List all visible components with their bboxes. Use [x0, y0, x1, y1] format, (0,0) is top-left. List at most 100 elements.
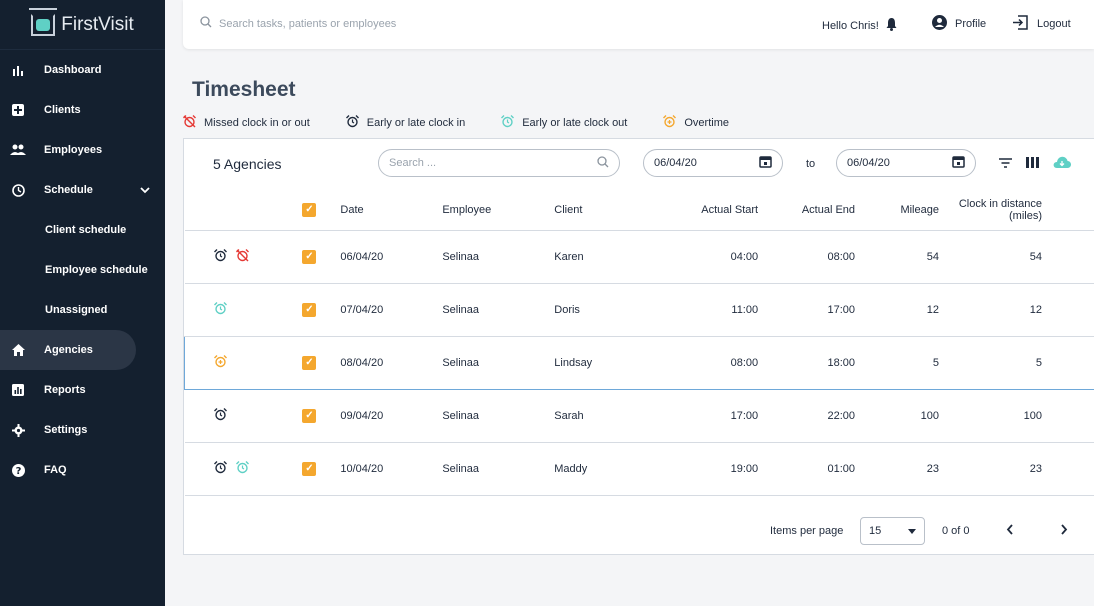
table-row[interactable]: ✓ 09/04/20 Selinaa Sarah 17:00 22:00 100… — [184, 389, 1094, 443]
row-select: ✓ — [302, 335, 341, 390]
alarm-clock-icon — [213, 460, 227, 477]
cell-start: 11:00 — [658, 283, 759, 337]
account-circle-icon — [932, 15, 947, 33]
sidebar-item-label: Employee schedule — [45, 264, 148, 276]
greeting: Hello Chris! — [822, 17, 898, 34]
cell-end: 18:00 — [758, 335, 856, 390]
timesheet-table: ✓ Date Employee Client Actual Start Actu… — [184, 190, 1094, 496]
column-header[interactable]: Employee — [442, 190, 555, 231]
pagination: Items per page 15 0 of 0 — [184, 509, 1094, 555]
cell-client: Karen — [554, 230, 659, 284]
column-header[interactable]: Actual Start — [658, 190, 759, 231]
cell-start: 08:00 — [658, 335, 759, 390]
table-row[interactable]: ✓ 07/04/20 Selinaa Doris 11:00 17:00 12 … — [184, 283, 1094, 337]
sidebar-item-employee-schedule[interactable]: Employee schedule — [0, 250, 165, 290]
cell-date: 08/04/20 — [340, 335, 443, 390]
cell-mileage: 12 — [855, 283, 939, 337]
home-icon — [0, 344, 40, 356]
date-from-field[interactable]: 06/04/20 — [643, 149, 783, 177]
logout-button[interactable]: Logout — [1012, 15, 1071, 33]
sidebar-item-label: Agencies — [44, 344, 93, 356]
column-header[interactable]: Clock in distance (miles) — [938, 190, 1094, 231]
sidebar-item-unassigned[interactable]: Unassigned — [0, 290, 165, 330]
bell-icon[interactable] — [885, 17, 898, 34]
chevron-right-icon[interactable] — [1060, 522, 1068, 538]
greeting-text: Hello Chris! — [822, 19, 879, 32]
date-to-field[interactable]: 06/04/20 — [836, 149, 976, 177]
column-header[interactable]: Date — [340, 190, 443, 231]
calendar-icon[interactable] — [952, 155, 965, 171]
top-bar: Search tasks, patients or employees Hell… — [183, 0, 1094, 49]
sidebar-item-employees[interactable]: Employees — [0, 130, 165, 170]
row-checkbox[interactable]: ✓ — [302, 355, 317, 370]
alarm-plus-icon — [214, 354, 227, 371]
search-input[interactable]: Search tasks, patients or employees — [219, 17, 397, 30]
cell-employee: Selinaa — [442, 230, 555, 284]
sidebar-item-faq[interactable]: ? FAQ — [0, 450, 165, 490]
items-per-page-select[interactable]: 15 — [860, 517, 925, 545]
bar-chart-icon — [0, 64, 40, 76]
app-logo[interactable]: FirstVisit — [0, 0, 165, 50]
cell-client: Sarah — [554, 389, 659, 443]
row-checkbox[interactable]: ✓ — [302, 302, 317, 317]
filter-icon[interactable] — [999, 155, 1012, 171]
cell-start: 17:00 — [658, 389, 759, 443]
select-all-checkbox[interactable]: ✓ — [302, 202, 317, 217]
alarm-clock-icon — [213, 407, 227, 424]
profile-button[interactable]: Profile — [932, 15, 986, 33]
cell-distance: 5 — [938, 335, 1094, 390]
cell-employee: Selinaa — [442, 335, 555, 390]
alarm-clock-icon — [213, 301, 227, 318]
alarm-clock-icon — [345, 115, 359, 131]
cell-distance: 100 — [938, 389, 1094, 443]
status-icons — [184, 335, 303, 390]
legend-missed: Missed clock in or out — [183, 115, 310, 131]
column-header[interactable]: Actual End — [758, 190, 856, 231]
report-chart-icon — [0, 384, 40, 396]
table-search[interactable]: Search ... — [378, 149, 620, 177]
cell-employee: Selinaa — [442, 442, 555, 496]
chevron-down-icon[interactable] — [140, 183, 150, 197]
alarm-clock-icon — [235, 460, 249, 477]
date-to-value: 06/04/20 — [847, 157, 890, 169]
row-select: ✓ — [302, 389, 341, 443]
cloud-download-icon[interactable] — [1053, 155, 1071, 171]
alarm-plus-icon — [663, 115, 677, 131]
sidebar-item-clients[interactable]: Clients — [0, 90, 165, 130]
table-row[interactable]: ✓ 08/04/20 Selinaa Lindsay 08:00 18:00 5… — [184, 335, 1094, 390]
sidebar-item-settings[interactable]: Settings — [0, 410, 165, 450]
cell-mileage: 100 — [855, 389, 939, 443]
legend-early-late-in: Early or late clock in — [345, 115, 465, 131]
legend-early-late-out: Early or late clock out — [501, 115, 627, 131]
page-range: 0 of 0 — [942, 525, 970, 537]
row-checkbox[interactable]: ✓ — [302, 461, 317, 476]
calendar-icon[interactable] — [759, 155, 772, 171]
profile-label: Profile — [955, 18, 987, 30]
row-checkbox[interactable]: ✓ — [302, 249, 317, 264]
sidebar-nav: Dashboard Clients Employees Schedule Cli… — [0, 50, 165, 490]
column-header[interactable]: Mileage — [855, 190, 939, 231]
sidebar-item-dashboard[interactable]: Dashboard — [0, 50, 165, 90]
sidebar-item-reports[interactable]: Reports — [0, 370, 165, 410]
table-row[interactable]: ✓ 10/04/20 Selinaa Maddy 19:00 01:00 23 … — [184, 442, 1094, 496]
table-toolbar: 5 Agencies Search ... 06/04/20 to 06/04/… — [184, 139, 1094, 189]
cell-mileage: 23 — [855, 442, 939, 496]
cell-employee: Selinaa — [442, 283, 555, 337]
sidebar-item-schedule[interactable]: Schedule — [0, 170, 165, 210]
sidebar-item-client-schedule[interactable]: Client schedule — [0, 210, 165, 250]
sidebar-item-agencies[interactable]: Agencies — [0, 330, 136, 370]
chevron-left-icon[interactable] — [1006, 522, 1014, 538]
table-header-row: ✓ Date Employee Client Actual Start Actu… — [184, 190, 1094, 231]
row-checkbox[interactable]: ✓ — [302, 408, 317, 423]
column-header[interactable]: Client — [554, 190, 659, 231]
table-tools — [999, 155, 1071, 171]
search-input[interactable]: Search ... — [389, 157, 437, 169]
row-select: ✓ — [302, 442, 341, 496]
table-row[interactable]: ✓ 06/04/20 Selinaa Karen 04:00 08:00 54 … — [184, 230, 1094, 284]
cell-start: 19:00 — [658, 442, 759, 496]
page-title: Timesheet — [192, 78, 296, 101]
global-search[interactable]: Search tasks, patients or employees — [200, 16, 396, 31]
logo-icon — [29, 7, 58, 36]
gear-icon — [0, 423, 40, 437]
columns-icon[interactable] — [1026, 155, 1039, 171]
